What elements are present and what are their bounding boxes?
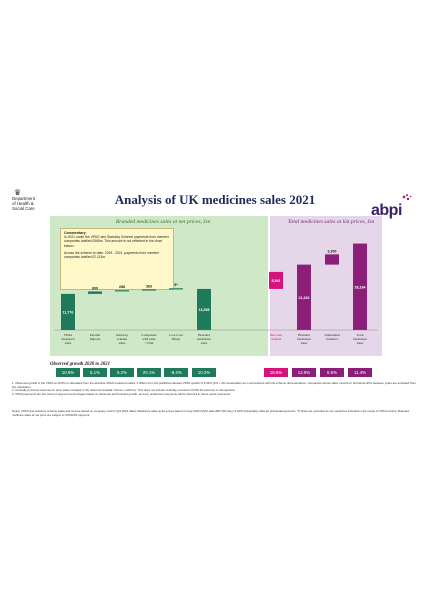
category-label-1: sales [65, 341, 72, 345]
dhsc-logo-text: Department of Health & Social Care [12, 196, 35, 211]
category-label-1: VPAS [64, 333, 72, 337]
dhsc-logo: ♛ Department of Health & Social Care [12, 188, 42, 218]
commentary-box: Commentary: In 2021 under the VPAG and S… [60, 228, 174, 290]
abpi-logo: abpi [371, 194, 413, 220]
footnotes: 1. Observed growth in the VPAS at 10.6% … [12, 381, 418, 397]
category-label-6: medicines [197, 337, 211, 341]
growth-cell-5: -9.4% [164, 368, 188, 377]
growth-cell-9: 5.5% [320, 368, 344, 377]
category-label-5: Drugs [172, 337, 181, 341]
bar-2 [88, 291, 102, 294]
category-label-4: with sales [142, 337, 156, 341]
bar-1 [61, 293, 75, 330]
category-label-10: Total [357, 333, 364, 337]
total-panel-title: Total medicines sales at list prices, £m [287, 219, 375, 225]
bar-10 [353, 243, 367, 330]
page-title: Analysis of UK medicines sales 2021 [114, 192, 316, 207]
category-label-7: residual [271, 337, 282, 341]
bar-6 [197, 288, 211, 330]
bar-value-label-7: 5,541 [272, 279, 281, 283]
branded-panel-title: Branded medicines sales at net prices, £… [115, 219, 211, 225]
abpi-logo-mark-icon [402, 194, 412, 201]
category-label-1: measured [62, 337, 75, 341]
commentary-para-2: Across the scheme to date, 2019 - 2021, … [64, 250, 160, 260]
observed-growth-label: Observed growth 2020 to 2021 [50, 362, 110, 367]
commentary-heading: Commentary: [64, 231, 87, 235]
category-label-2: Imports [90, 337, 101, 341]
category-label-7: Discount [270, 333, 282, 337]
growth-cell-2: 5.1% [83, 368, 107, 377]
category-label-4: Companies [141, 333, 157, 337]
footnote-3: 3. VPAS payments are the result of payme… [12, 392, 231, 397]
bar-value-label-3: 288 [119, 285, 125, 289]
bar-value-label-4: 363 [146, 284, 152, 288]
category-label-5: Low-Cost [169, 333, 183, 337]
bar-value-label-10: 28,184 [355, 285, 366, 289]
bar-4 [142, 289, 156, 291]
bar-value-label-8: 21,320 [299, 296, 310, 300]
bar-9 [325, 254, 339, 265]
bar-value-label-2: 800 [92, 286, 98, 290]
bar-8 [297, 264, 311, 330]
royal-crest-icon: ♛ [14, 188, 22, 197]
waterfall-chart: 11,776VPASmeasuredsales800ParallelImport… [54, 243, 378, 345]
category-label-2: Parallel [90, 333, 100, 337]
growth-cell-7: 18.6% [264, 368, 288, 377]
notes: Notes: VPAS and statutory scheme sales a… [12, 409, 409, 417]
footnote-2: 2. Centrally procured vaccines for price… [12, 388, 236, 393]
growth-cell-10: 11.4% [348, 368, 372, 377]
dhsc-line-2: of Health & [12, 201, 34, 206]
commentary-para-1: In 2021 under the VPAG and Statutory Sch… [64, 235, 169, 248]
bar-value-label-5: 5* [174, 283, 178, 287]
category-label-8: medicines [297, 337, 311, 341]
slide: ♛ Department of Health & Social Care Ana… [8, 178, 422, 430]
growth-cell-3: 5.2% [110, 368, 134, 377]
bar-value-label-6: 13,398 [199, 308, 210, 312]
category-label-6: sales [201, 341, 208, 345]
growth-cell-1: 10.6% [56, 368, 80, 377]
category-label-4: < £5m [145, 341, 154, 345]
category-label-8: Branded [298, 333, 310, 337]
category-label-8: sales [301, 341, 308, 345]
category-label-6: Branded [198, 333, 210, 337]
bar-5 [169, 288, 183, 290]
bar-7 [269, 271, 283, 289]
category-label-3: sales [119, 341, 126, 345]
growth-cell-8: 12.9% [292, 368, 316, 377]
bar-value-label-1: 11,776 [63, 310, 74, 314]
category-label-9: Unbranded [324, 333, 339, 337]
category-label-10: medicines [353, 337, 367, 341]
abpi-wordmark: abpi [371, 202, 402, 219]
bar-value-label-9: 3,350 [328, 249, 337, 253]
growth-cell-4: 20.1% [137, 368, 161, 377]
category-label-10: sales [357, 341, 364, 345]
bar-3 [115, 290, 129, 292]
category-label-3: Statutory [116, 333, 129, 337]
category-label-9: Generics [326, 337, 339, 341]
growth-cell-6: 10.2% [192, 368, 216, 377]
dhsc-line-3: Social Care [12, 206, 35, 211]
dhsc-line-1: Department [12, 196, 35, 201]
category-label-3: scheme [117, 337, 128, 341]
footnote-1: 1. Observed growth in the VPAS at 10.6% … [12, 381, 416, 389]
